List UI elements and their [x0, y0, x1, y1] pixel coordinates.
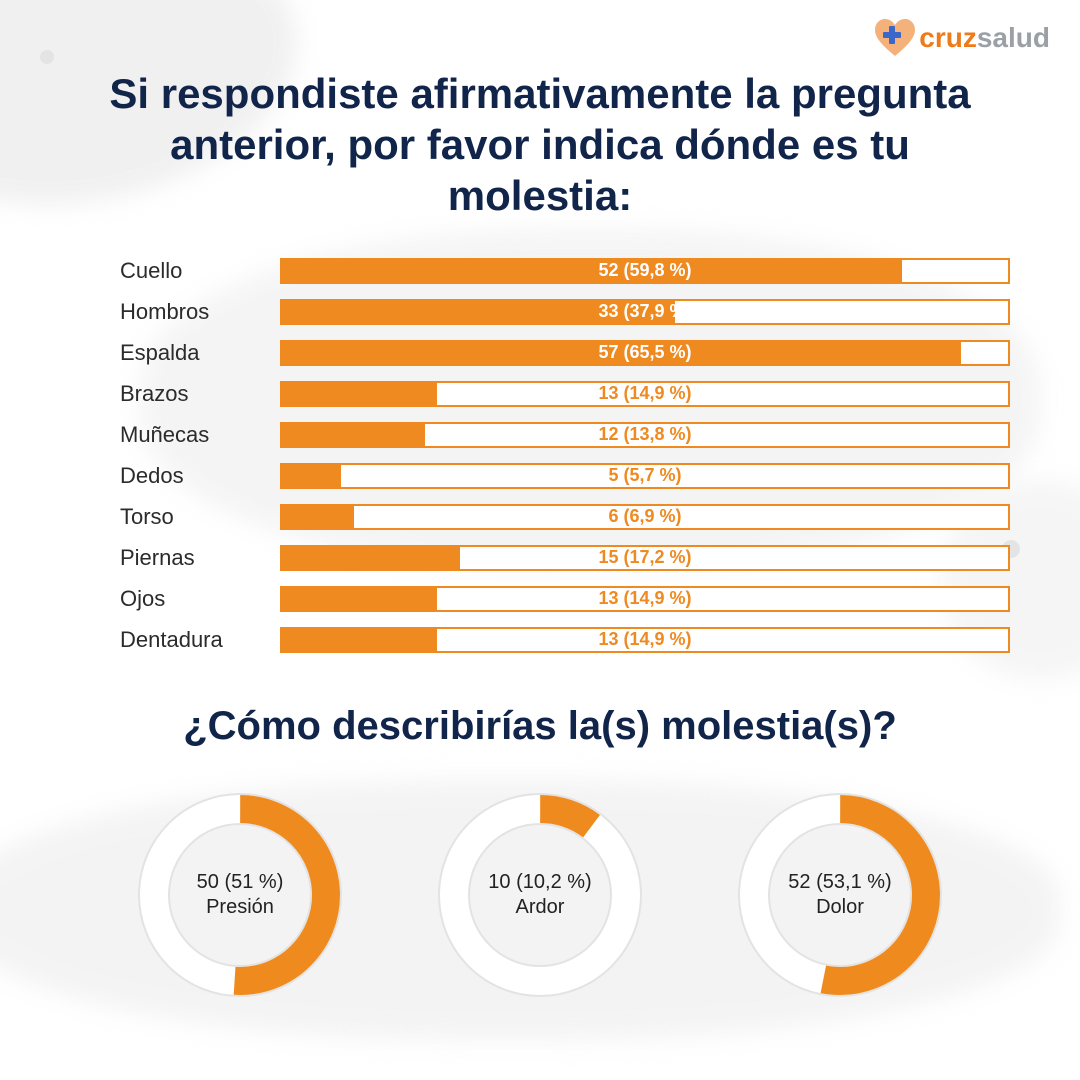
bar-track: 57 (65,5 %)	[280, 340, 1010, 366]
bar-row: Dentadura13 (14,9 %)	[120, 619, 1010, 660]
bar-label: Piernas	[120, 545, 280, 571]
bar-label: Ojos	[120, 586, 280, 612]
bar-label: Hombros	[120, 299, 280, 325]
brand-logo: cruzsalud	[873, 18, 1050, 58]
bar-label: Espalda	[120, 340, 280, 366]
bar-track: 13 (14,9 %)	[280, 627, 1010, 653]
bar-track: 33 (37,9 %)	[280, 299, 1010, 325]
symptom-donut-charts: 50 (51 %)Presión 10 (10,2 %)Ardor 52 (53,1…	[0, 790, 1080, 1000]
bar-label: Dedos	[120, 463, 280, 489]
bar-label: Muñecas	[120, 422, 280, 448]
bar-value: 15 (17,2 %)	[282, 547, 1008, 569]
infographic-stage: cruzsalud Si respondiste afirmativamente…	[0, 0, 1080, 1080]
bar-value: 12 (13,8 %)	[282, 424, 1008, 446]
donut-value: 50 (51 %)	[197, 870, 284, 895]
bar-row: Brazos13 (14,9 %)	[120, 373, 1010, 414]
body-areas-bar-chart: Cuello52 (59,8 %)Hombros33 (37,9 %)Espal…	[120, 250, 1010, 660]
bar-value: 13 (14,9 %)	[282, 629, 1008, 651]
donut-label: Presión	[206, 895, 274, 920]
bar-row: Hombros33 (37,9 %)	[120, 291, 1010, 332]
donut-label: Dolor	[816, 895, 864, 920]
bar-label: Cuello	[120, 258, 280, 284]
bar-value: 5 (5,7 %)	[282, 465, 1008, 487]
bar-track: 13 (14,9 %)	[280, 586, 1010, 612]
question-title-2: ¿Cómo describirías la(s) molestia(s)?	[0, 702, 1080, 751]
donut-center-label: 10 (10,2 %)Ardor	[435, 790, 645, 1000]
bar-track: 52 (59,8 %)	[280, 258, 1010, 284]
bar-label: Torso	[120, 504, 280, 530]
bar-value: 13 (14,9 %)	[282, 383, 1008, 405]
bar-value: 52 (59,8 %)	[282, 260, 1008, 282]
bar-row: Espalda57 (65,5 %)	[120, 332, 1010, 373]
bar-label: Dentadura	[120, 627, 280, 653]
bar-value: 33 (37,9 %)	[282, 301, 1008, 323]
brand-name: cruzsalud	[919, 24, 1050, 52]
donut-value: 52 (53,1 %)	[788, 870, 891, 895]
bar-row: Torso6 (6,9 %)	[120, 496, 1010, 537]
donut-value: 10 (10,2 %)	[488, 870, 591, 895]
donut-label: Ardor	[516, 895, 565, 920]
bar-value: 13 (14,9 %)	[282, 588, 1008, 610]
brand-name-part2: salud	[977, 22, 1050, 53]
bar-row: Ojos13 (14,9 %)	[120, 578, 1010, 619]
donut-center-label: 50 (51 %)Presión	[135, 790, 345, 1000]
question-title-1: Si respondiste afirmativamente la pregun…	[0, 68, 1080, 222]
bar-row: Muñecas12 (13,8 %)	[120, 414, 1010, 455]
bar-track: 12 (13,8 %)	[280, 422, 1010, 448]
bar-row: Dedos5 (5,7 %)	[120, 455, 1010, 496]
bar-label: Brazos	[120, 381, 280, 407]
bar-track: 5 (5,7 %)	[280, 463, 1010, 489]
bar-track: 15 (17,2 %)	[280, 545, 1010, 571]
brand-name-part1: cruz	[919, 22, 977, 53]
donut-chart: 10 (10,2 %)Ardor	[430, 790, 650, 1000]
bar-track: 6 (6,9 %)	[280, 504, 1010, 530]
donut-chart: 52 (53,1 %)Dolor	[730, 790, 950, 1000]
donut-chart: 50 (51 %)Presión	[130, 790, 350, 1000]
bg-dot	[40, 50, 54, 64]
bar-row: Piernas15 (17,2 %)	[120, 537, 1010, 578]
bar-track: 13 (14,9 %)	[280, 381, 1010, 407]
bar-row: Cuello52 (59,8 %)	[120, 250, 1010, 291]
donut-center-label: 52 (53,1 %)Dolor	[735, 790, 945, 1000]
bar-value: 6 (6,9 %)	[282, 506, 1008, 528]
heart-icon	[873, 18, 917, 58]
bar-value: 57 (65,5 %)	[282, 342, 1008, 364]
